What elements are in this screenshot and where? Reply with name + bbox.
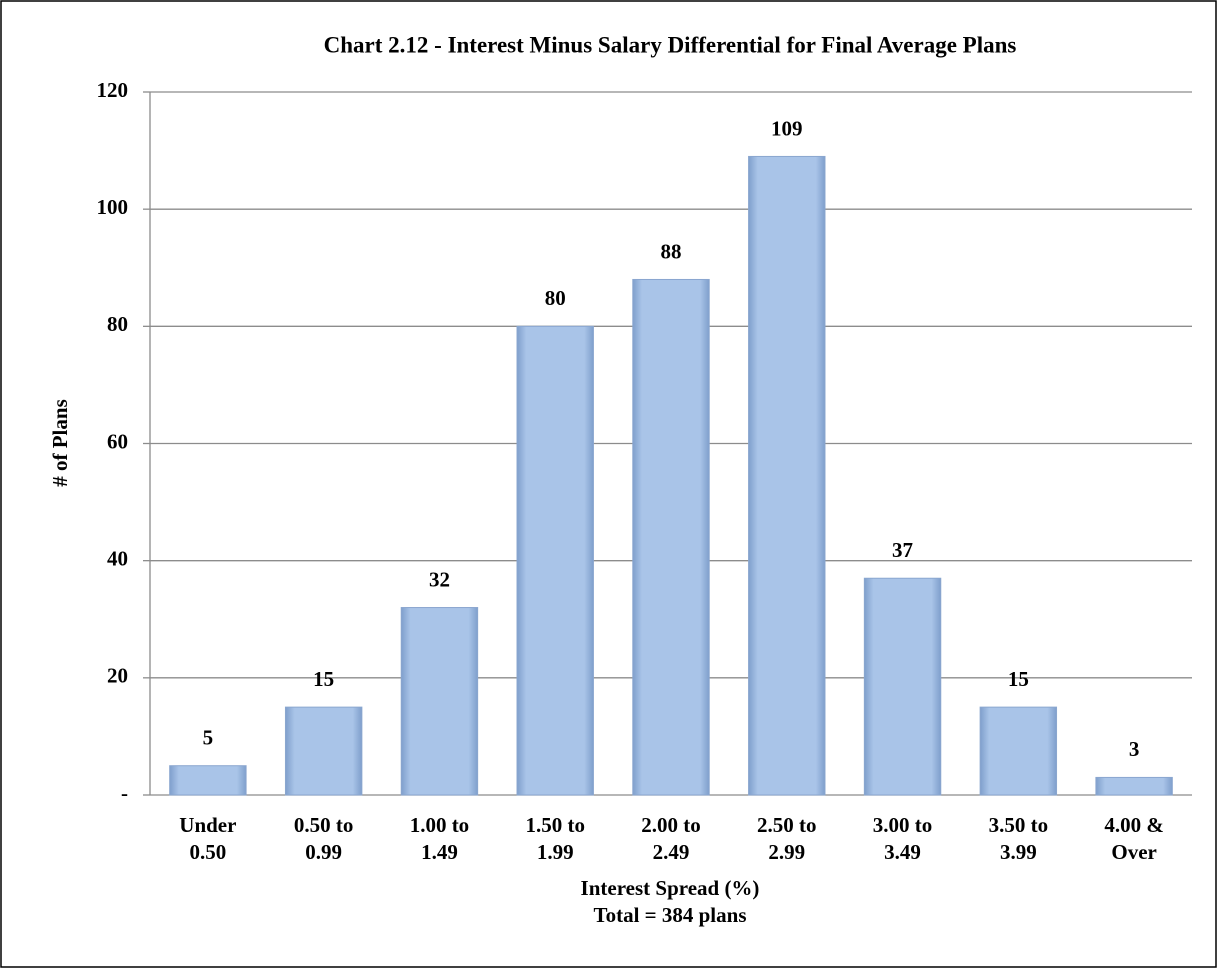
- data-label: 15: [1008, 667, 1029, 691]
- x-tick-label: 1.00 to 1.49: [409, 813, 470, 864]
- data-label: 37: [892, 538, 913, 562]
- y-tick-label: 40: [107, 546, 128, 570]
- bar: [284, 706, 363, 796]
- y-tick-label: 20: [107, 664, 128, 688]
- x-tick-label: 2.00 to 2.49: [641, 813, 701, 864]
- bar: [169, 765, 247, 796]
- bar: [748, 155, 826, 796]
- x-tick-label: 4.00 & Over: [1104, 813, 1164, 864]
- x-tick-label: 3.00 to 3.49: [872, 813, 933, 864]
- data-label: 32: [429, 567, 450, 591]
- data-label: 5: [203, 726, 214, 750]
- y-tick-label: 120: [97, 78, 129, 102]
- y-tick-label: 60: [107, 429, 128, 453]
- bar: [863, 577, 942, 796]
- x-axis-label: Interest Spread (%): [581, 876, 760, 900]
- bar: [516, 325, 594, 796]
- bar: [400, 607, 479, 796]
- annotation: Total = 384 plans: [594, 903, 747, 927]
- chart-title: Chart 2.12 - Interest Minus Salary Diffe…: [324, 32, 1017, 57]
- x-tick-label: Under 0.50: [179, 813, 237, 864]
- bar: [1095, 776, 1173, 796]
- data-label: 88: [661, 239, 682, 263]
- bar: [979, 706, 1058, 796]
- y-axis-label: # of Plans: [48, 399, 72, 487]
- bar: [632, 278, 710, 796]
- data-label: 80: [545, 286, 566, 310]
- data-label: 3: [1129, 737, 1140, 761]
- y-tick-label: 100: [97, 195, 129, 219]
- y-tick-label: -: [121, 781, 128, 805]
- data-label: 109: [771, 116, 803, 140]
- x-tick-label: 2.50 to 2.99: [757, 813, 817, 864]
- x-tick-label: 3.50 to 3.99: [988, 813, 1049, 864]
- x-tick-label: 0.50 to 0.99: [293, 813, 354, 864]
- y-tick-label: 80: [107, 312, 128, 336]
- data-label: 15: [313, 667, 334, 691]
- x-tick-label: 1.50 to 1.99: [525, 813, 585, 864]
